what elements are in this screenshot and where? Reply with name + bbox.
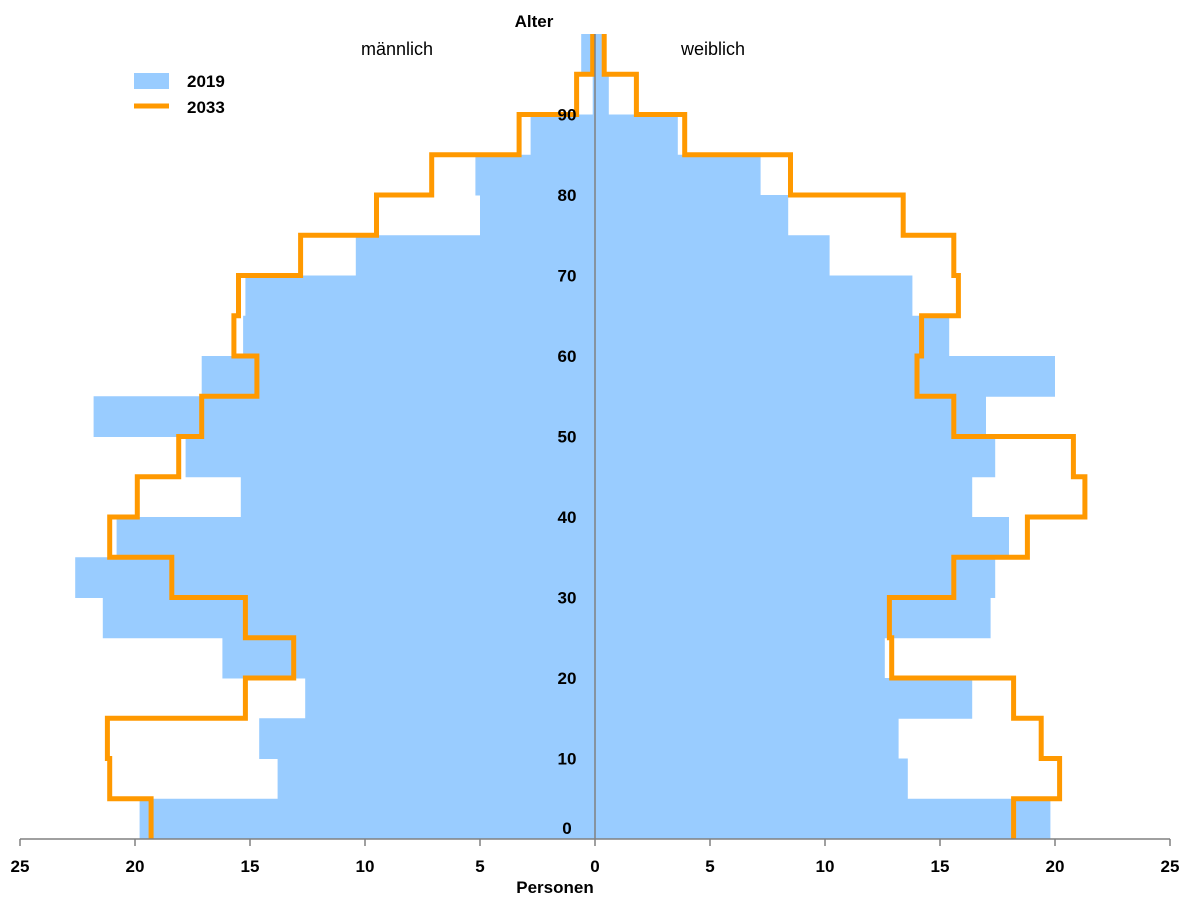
bar-male-50-54	[93, 396, 595, 437]
line-2033-female	[601, 34, 1088, 839]
bar-male-0-4	[139, 798, 595, 840]
male-side-label: männlich	[361, 39, 433, 59]
bar-male-90-94	[592, 74, 595, 115]
bar-female-5-9	[595, 758, 908, 800]
bar-female-50-54	[595, 396, 986, 437]
x-tick-label: 10	[356, 857, 375, 876]
legend: 2019 2033	[134, 72, 225, 117]
age-tick-label: 0	[562, 819, 571, 838]
bar-female-55-59	[595, 356, 1055, 397]
bar-male-70-74	[355, 235, 595, 276]
age-tick-labels: 0 10 20 30 40 50 60 70 80 90	[558, 106, 577, 839]
bar-female-80-84	[595, 154, 761, 196]
bar-male-15-19	[305, 678, 595, 719]
age-tick-label: 60	[558, 347, 577, 366]
bar-male-10-14	[259, 718, 595, 759]
x-tick-label: 0	[590, 857, 599, 876]
legend-swatch-2019	[134, 73, 169, 89]
bar-female-95-99	[595, 34, 602, 75]
bar-female-20-24	[595, 637, 885, 679]
x-tick-label: 5	[475, 857, 484, 876]
bar-male-45-49	[185, 436, 595, 478]
bar-female-15-19	[595, 678, 973, 719]
bar-male-30-34	[75, 557, 595, 598]
bar-female-75-79	[595, 195, 789, 236]
line-2033-male	[104, 34, 596, 839]
bars-2019-group	[75, 34, 1055, 840]
x-tick-label: 15	[241, 857, 260, 876]
female-side-label: weiblich	[680, 39, 745, 59]
bar-female-85-89	[595, 114, 678, 156]
bar-male-75-79	[480, 195, 595, 236]
bar-male-25-29	[102, 597, 596, 639]
age-tick-label: 30	[558, 589, 577, 608]
lines-2033-group	[104, 34, 1088, 839]
bar-female-35-39	[595, 517, 1009, 558]
age-tick-label: 10	[558, 750, 577, 769]
x-tick-label: 20	[1046, 857, 1065, 876]
y-axis-title: Alter	[515, 12, 554, 31]
age-tick-label: 40	[558, 508, 577, 527]
bar-female-30-34	[595, 557, 996, 598]
bar-female-40-44	[595, 476, 973, 518]
bar-male-40-44	[240, 476, 596, 518]
bar-male-5-9	[277, 758, 595, 800]
bar-female-70-74	[595, 235, 830, 276]
bar-male-80-84	[475, 154, 595, 196]
bar-female-25-29	[595, 597, 991, 639]
legend-label-2033: 2033	[187, 98, 225, 117]
bar-female-45-49	[595, 436, 996, 478]
age-tick-label: 90	[558, 106, 577, 125]
bar-male-20-24	[222, 637, 595, 679]
x-tick-label: 20	[126, 857, 145, 876]
age-tick-label: 70	[558, 267, 577, 286]
age-tick-label: 20	[558, 669, 577, 688]
x-tick-label: 15	[931, 857, 950, 876]
bar-male-55-59	[201, 356, 595, 397]
bar-female-0-4	[595, 798, 1051, 840]
legend-label-2019: 2019	[187, 72, 225, 91]
bar-male-35-39	[116, 517, 595, 558]
bar-male-60-64	[243, 315, 595, 357]
age-tick-label: 50	[558, 428, 577, 447]
bar-female-90-94	[595, 74, 609, 115]
x-tick-label: 25	[11, 857, 30, 876]
x-axis-title: Personen	[516, 878, 593, 897]
x-tick-label: 5	[705, 857, 714, 876]
bar-female-60-64	[595, 315, 950, 357]
bar-female-65-69	[595, 275, 913, 317]
x-tick-labels: 25 20 15 10 5 0 5 10 15 20 25	[11, 839, 1180, 876]
age-tick-label: 80	[558, 186, 577, 205]
x-tick-label: 10	[816, 857, 835, 876]
bar-male-85-89	[530, 114, 595, 156]
x-tick-label: 25	[1161, 857, 1180, 876]
bar-male-65-69	[245, 275, 595, 317]
bar-female-10-14	[595, 718, 899, 759]
